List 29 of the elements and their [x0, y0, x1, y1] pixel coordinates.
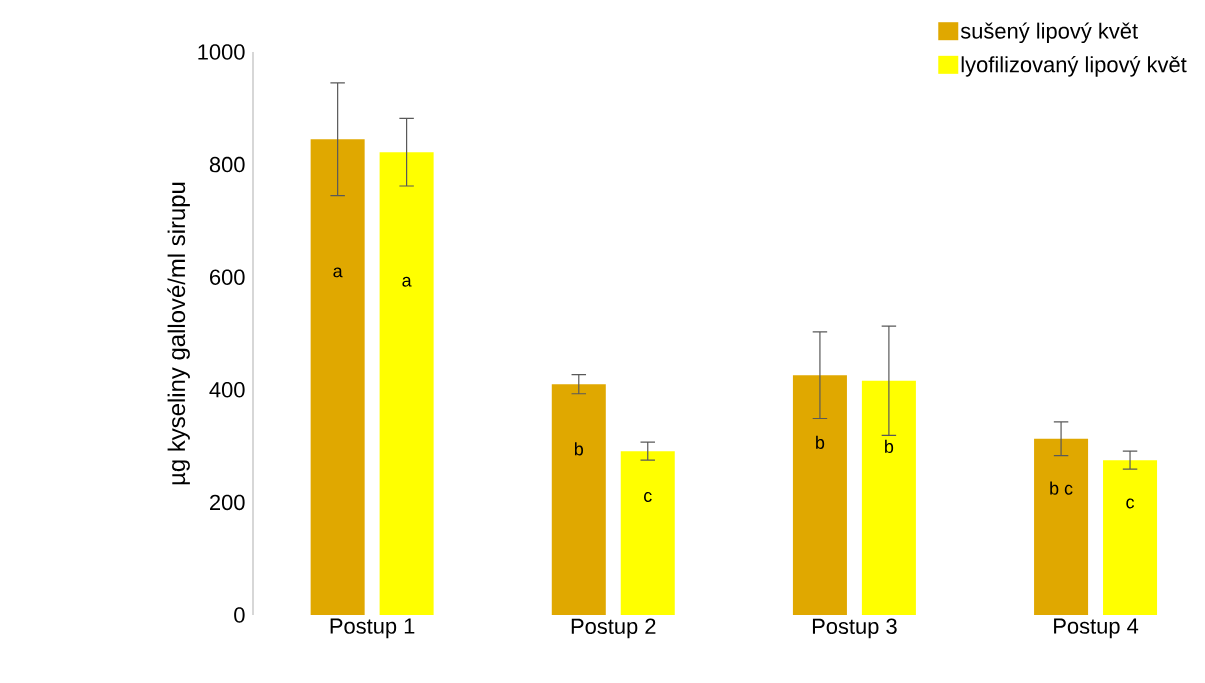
- x-tick-label: Postup 2: [571, 618, 656, 639]
- bar: [620, 451, 675, 615]
- y-tick-label: 600: [210, 269, 245, 285]
- bar: [1034, 438, 1089, 615]
- data-label: c: [644, 492, 652, 502]
- y-tick-label: 400: [209, 382, 245, 398]
- x-tick-label: Postup 1: [330, 618, 415, 639]
- bar: [861, 380, 916, 615]
- bar: [310, 139, 365, 615]
- y-tick-label: 0: [234, 607, 245, 623]
- y-axis-title: µg kyseliny gallové/ml sirupu: [167, 182, 190, 485]
- legend-label: sušený lipový květ: [960, 22, 1138, 44]
- bar: [551, 384, 606, 615]
- bar: [379, 152, 434, 615]
- data-label: b: [885, 439, 894, 453]
- data-label: a: [402, 276, 412, 287]
- data-label: b c: [1050, 481, 1073, 495]
- x-tick-label: Postup 4: [1054, 618, 1139, 639]
- y-tick-label: 1000: [198, 44, 245, 60]
- data-label: a: [333, 267, 343, 278]
- y-tick-label: 200: [210, 494, 245, 511]
- data-label: b: [574, 442, 584, 456]
- bar: [1103, 460, 1158, 615]
- x-tick-label: Postup 3: [812, 618, 897, 639]
- data-label: c: [1126, 498, 1135, 509]
- bar: [792, 375, 847, 615]
- data-label: b: [816, 435, 825, 449]
- y-tick-label: 800: [209, 156, 245, 173]
- legend-label: lyofilizovaný lipový květ: [961, 56, 1187, 77]
